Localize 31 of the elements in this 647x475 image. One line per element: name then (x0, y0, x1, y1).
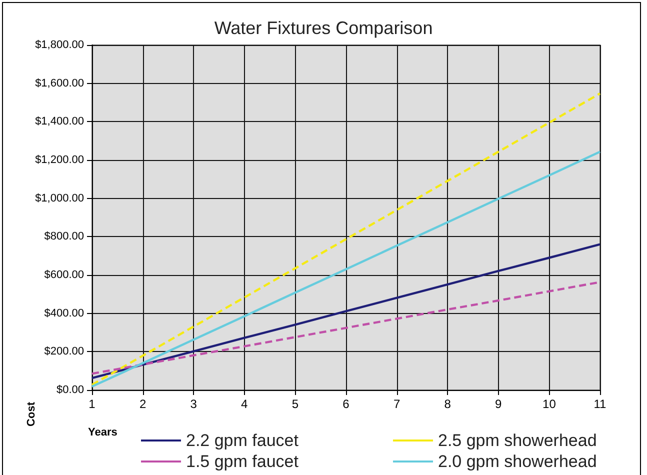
legend-label: 2.0 gpm showerhead (438, 452, 597, 471)
y-tick-label: $800.00 (44, 230, 84, 243)
x-axis-title: Years (88, 426, 118, 438)
x-tick-label: 11 (594, 397, 607, 411)
x-tick-label: 7 (393, 397, 400, 411)
legend-label: 1.5 gpm faucet (186, 452, 299, 471)
line-series (90, 150, 602, 388)
legend-label: 2.5 gpm showerhead (438, 431, 597, 450)
y-tick-label: $1,600.00 (35, 77, 84, 90)
x-tick-label: 6 (342, 397, 350, 411)
x-tick-label: 10 (542, 397, 556, 411)
x-tick-label: 1 (88, 397, 96, 411)
chart-title: Water Fixtures Comparison (214, 18, 433, 38)
y-tick-label: $600.00 (44, 269, 84, 281)
y-tick-label: $0.00 (56, 384, 84, 396)
y-tick-label: $200.00 (44, 346, 84, 358)
x-tick-label: 4 (241, 397, 248, 411)
line-series (90, 243, 602, 380)
x-tick-label: 5 (292, 397, 299, 411)
x-tick-label: 3 (190, 397, 198, 411)
line-series (90, 92, 602, 386)
y-tick-label: $1,000.00 (35, 192, 84, 204)
x-tick-label: 2 (139, 397, 146, 411)
y-tick-label: $1,800.00 (35, 39, 84, 51)
y-tick-label: $1,400.00 (35, 116, 84, 128)
y-axis-title: Cost (26, 402, 38, 426)
y-tick-label: $1,200.00 (35, 154, 84, 166)
legend-label: 2.2 gpm faucet (186, 431, 299, 450)
y-tick-label: $400.00 (44, 307, 84, 320)
x-tick-label: 8 (444, 397, 452, 411)
x-tick-label: 9 (495, 397, 502, 411)
